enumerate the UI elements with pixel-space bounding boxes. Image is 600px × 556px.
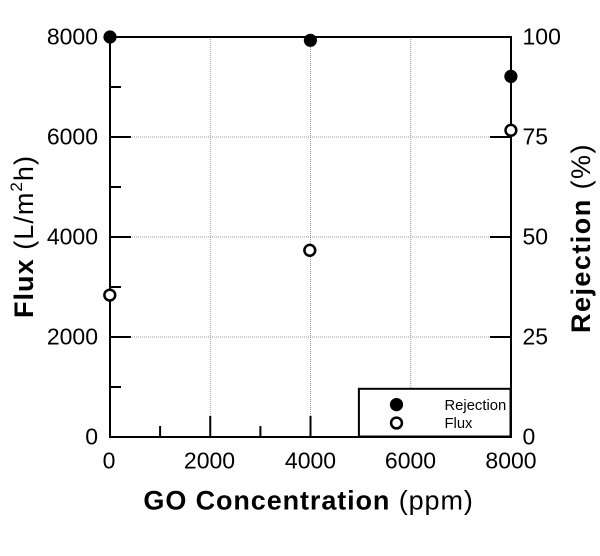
svg-text:4000: 4000 bbox=[285, 448, 336, 474]
svg-text:2000: 2000 bbox=[47, 324, 98, 350]
svg-text:4000: 4000 bbox=[47, 224, 98, 250]
svg-text:25: 25 bbox=[523, 324, 549, 350]
svg-text:6000: 6000 bbox=[385, 448, 436, 474]
svg-text:0: 0 bbox=[523, 424, 536, 450]
svg-text:6000: 6000 bbox=[47, 124, 98, 150]
svg-text:Flux (L/m2h): Flux (L/m2h) bbox=[7, 155, 39, 318]
svg-text:2000: 2000 bbox=[184, 448, 235, 474]
svg-text:GO Concentration (ppm): GO Concentration (ppm) bbox=[143, 485, 473, 515]
svg-text:Flux: Flux bbox=[445, 416, 474, 432]
svg-text:8000: 8000 bbox=[47, 24, 98, 50]
svg-text:8000: 8000 bbox=[485, 448, 536, 474]
svg-text:75: 75 bbox=[523, 124, 549, 150]
svg-text:Rejection: Rejection bbox=[445, 398, 507, 414]
svg-text:0: 0 bbox=[103, 448, 116, 474]
svg-text:50: 50 bbox=[523, 224, 549, 250]
svg-text:0: 0 bbox=[85, 424, 98, 450]
svg-text:Rejection (%): Rejection (%) bbox=[566, 143, 596, 333]
svg-text:100: 100 bbox=[523, 24, 561, 50]
